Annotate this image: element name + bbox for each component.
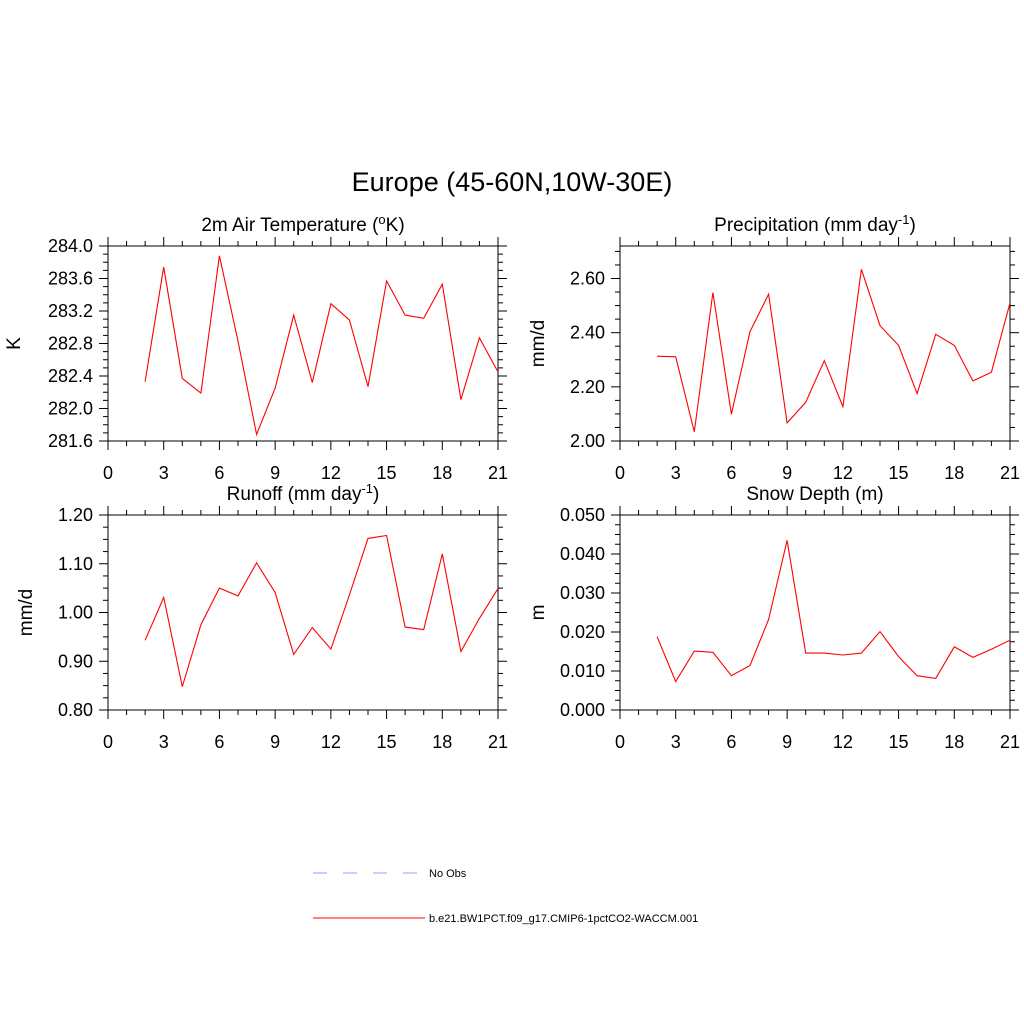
x-tick-label: 6	[726, 463, 736, 483]
x-tick-label: 6	[726, 732, 736, 752]
y-tick-label: 0.030	[560, 583, 605, 603]
x-tick-label: 21	[1000, 463, 1020, 483]
x-tick-label: 0	[103, 463, 113, 483]
x-tick-label: 12	[321, 463, 341, 483]
panel-title: Precipitation (mm day-1)	[714, 212, 916, 236]
x-tick-label: 3	[671, 463, 681, 483]
x-tick-label: 3	[159, 463, 169, 483]
y-tick-label: 282.4	[48, 366, 93, 386]
chart-panel-2: Precipitation (mm day-1) 0 3 6 9 12 15 18 21 2.00…	[528, 212, 1020, 483]
panel-title: 2m Air Temperature (oK)	[201, 212, 404, 236]
y-tick-label: 0.90	[58, 651, 93, 671]
y-axis-label: m	[528, 605, 549, 621]
y-tick-label: 0.040	[560, 544, 605, 564]
x-tick-label: 0	[103, 732, 113, 752]
series-line	[144, 534, 498, 687]
y-tick-label: 1.20	[58, 505, 93, 525]
legend-obs-label: No Obs	[429, 868, 467, 880]
y-axis-label: mm/d	[16, 589, 37, 637]
x-tick-label: 3	[159, 732, 169, 752]
y-axis-label: mm/d	[528, 320, 549, 368]
y-tick-label: 1.10	[58, 554, 93, 574]
series-line	[657, 269, 1010, 432]
legend-model-label: b.e21.BW1PCT.f09_g17.CMIP6-1pctCO2-WACCM…	[429, 913, 698, 925]
x-tick-label: 15	[889, 463, 909, 483]
legend: No Obs b.e21.BW1PCT.f09_g17.CMIP6-1pctCO…	[313, 868, 698, 925]
y-tick-label: 283.6	[48, 269, 93, 289]
y-tick-label: 1.00	[58, 603, 93, 623]
x-tick-label: 9	[782, 463, 792, 483]
x-tick-label: 3	[671, 732, 681, 752]
chart-panel-3: Runoff (mm day-1) 0 3 6 9 12 15 18 21 0.80 0.90 1.0…	[16, 481, 508, 752]
x-tick-label: 21	[1000, 732, 1020, 752]
y-tick-label: 283.2	[48, 301, 93, 321]
y-tick-label: 284.0	[48, 236, 93, 256]
plot-frame	[619, 245, 1011, 442]
y-tick-label: 282.8	[48, 334, 93, 354]
y-tick-label: 0.80	[58, 700, 93, 720]
x-tick-label: 21	[488, 463, 508, 483]
x-tick-label: 0	[615, 732, 625, 752]
x-tick-label: 6	[214, 463, 224, 483]
chart-panel-4: Snow Depth (m) 0 3 6 9 12 15 18 21 0.000 0.010 0.02…	[528, 484, 1020, 752]
y-tick-label: 2.60	[570, 269, 605, 289]
panel-title: Runoff (mm day-1)	[227, 481, 380, 505]
x-tick-label: 12	[833, 463, 853, 483]
y-tick-label: 0.000	[560, 700, 605, 720]
series-line	[656, 540, 1010, 683]
x-tick-label: 15	[377, 463, 397, 483]
y-axis-label: K	[4, 337, 25, 350]
y-tick-label: 2.00	[570, 431, 605, 451]
x-tick-label: 18	[944, 463, 964, 483]
panels: 2m Air Temperature (oK) 0 3 6 9 12 15 18 21 281.6…	[4, 212, 1020, 752]
x-tick-label: 18	[944, 732, 964, 752]
x-tick-label: 9	[782, 732, 792, 752]
y-tick-label: 2.20	[570, 377, 605, 397]
y-tick-label: 0.020	[560, 622, 605, 642]
x-tick-label: 12	[321, 732, 341, 752]
series-line	[144, 255, 498, 437]
y-tick-label: 2.40	[570, 323, 605, 343]
x-tick-label: 9	[270, 463, 280, 483]
x-tick-label: 0	[615, 463, 625, 483]
x-tick-label: 12	[833, 732, 853, 752]
y-tick-label: 0.010	[560, 661, 605, 681]
y-tick-label: 282.0	[48, 399, 93, 419]
x-tick-label: 18	[432, 463, 452, 483]
x-tick-label: 9	[270, 732, 280, 752]
x-tick-label: 18	[432, 732, 452, 752]
x-tick-label: 6	[214, 732, 224, 752]
x-tick-label: 21	[488, 732, 508, 752]
x-tick-label: 15	[377, 732, 397, 752]
panel-title: Snow Depth (m)	[746, 484, 883, 505]
y-tick-label: 0.050	[560, 505, 605, 525]
page-title: Europe (45-60N,10W-30E)	[352, 167, 673, 197]
chart-panel-1: 2m Air Temperature (oK) 0 3 6 9 12 15 18 21 281.6…	[4, 212, 508, 483]
x-tick-label: 15	[889, 732, 909, 752]
y-tick-label: 281.6	[48, 431, 93, 451]
